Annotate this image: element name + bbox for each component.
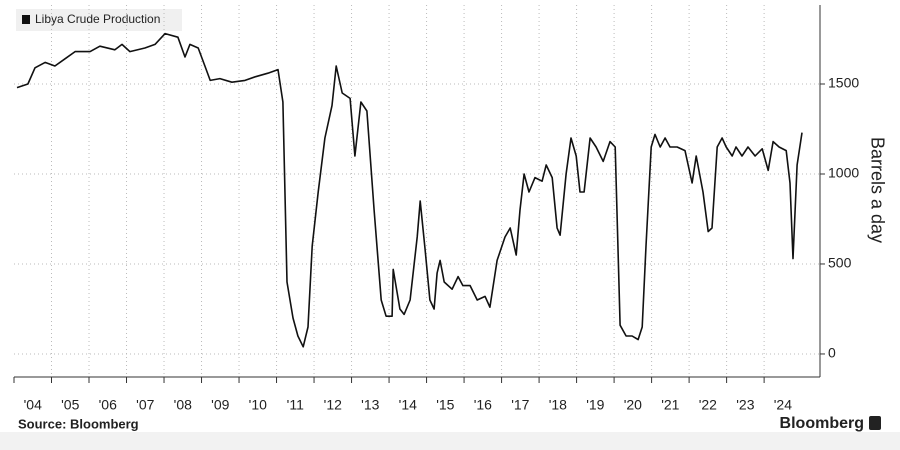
bottom-band: [0, 432, 900, 450]
x-tick-label: '07: [136, 397, 154, 413]
brand: Bloomberg: [780, 415, 864, 432]
x-tick-label: '09: [211, 397, 229, 413]
y-tick-label: 0: [828, 345, 836, 361]
x-tick-label: '17: [511, 397, 529, 413]
x-tick-label: '24: [774, 397, 792, 413]
x-tick-label: '21: [661, 397, 679, 413]
legend-swatch: [22, 15, 30, 24]
x-tick-label: '05: [61, 397, 79, 413]
legend-label: Libya Crude Production: [35, 12, 160, 26]
y-tick-label: 1000: [828, 165, 859, 181]
x-tick-label: '15: [436, 397, 454, 413]
x-tick-label: '13: [361, 397, 379, 413]
y-axis-label: Barrels a day: [867, 137, 887, 243]
x-tick-label: '18: [549, 397, 567, 413]
x-tick-label: '22: [699, 397, 717, 413]
x-tick-label: '10: [249, 397, 267, 413]
y-tick-label: 500: [828, 255, 852, 271]
x-tick-label: '06: [99, 397, 117, 413]
x-tick-label: '14: [399, 397, 417, 413]
x-tick-label: '20: [624, 397, 642, 413]
y-tick-label: 1500: [828, 75, 859, 91]
source: Source: Bloomberg: [18, 416, 139, 431]
brand-icon: [869, 416, 881, 430]
x-tick-label: '19: [586, 397, 604, 413]
x-tick-label: '12: [324, 397, 342, 413]
x-tick-label: '23: [736, 397, 754, 413]
data-line: [16, 32, 803, 348]
x-tick-label: '08: [174, 397, 192, 413]
legend-box: [16, 9, 182, 31]
x-tick-label: '04: [24, 397, 42, 413]
x-tick-label: '16: [474, 397, 492, 413]
x-tick-label: '11: [287, 397, 304, 413]
